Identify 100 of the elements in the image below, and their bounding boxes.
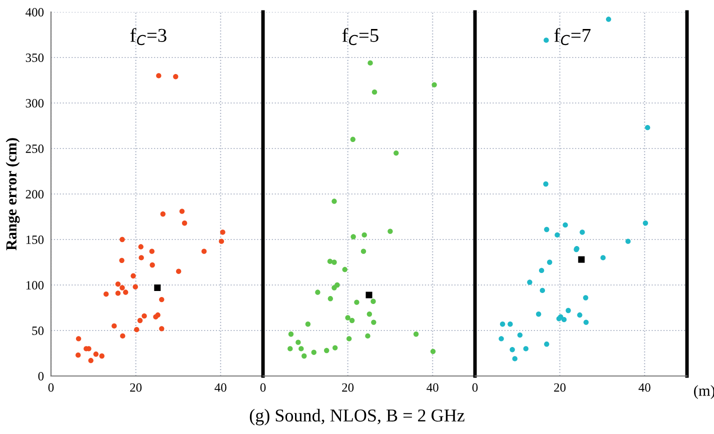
- text: f$_{C}$=7: [554, 28, 591, 46]
- point: [538, 268, 544, 274]
- point: [288, 346, 293, 352]
- point: [577, 312, 582, 318]
- point: [342, 266, 348, 272]
- point: [120, 285, 125, 290]
- point: [498, 336, 504, 342]
- point: [350, 234, 356, 240]
- point: [566, 308, 571, 314]
- point: [142, 313, 147, 319]
- point: [298, 346, 304, 352]
- point: [354, 300, 360, 305]
- y-tick-label: 50: [32, 326, 44, 335]
- point: [160, 211, 166, 217]
- point: [332, 345, 338, 350]
- point: [315, 290, 320, 295]
- point: [123, 290, 128, 295]
- y-tick-label: 350: [26, 54, 44, 62]
- x-tick-label: 20: [342, 383, 354, 392]
- point: [430, 348, 436, 354]
- point: [370, 298, 376, 304]
- point: [130, 273, 136, 278]
- point: [137, 318, 143, 324]
- point: [362, 232, 367, 238]
- point: [328, 296, 334, 302]
- point: [176, 268, 182, 274]
- x-tick-label: 40: [426, 383, 438, 392]
- point: [365, 333, 370, 339]
- point: [394, 150, 399, 156]
- point: [150, 262, 155, 268]
- point: [432, 82, 437, 88]
- point: [288, 332, 294, 337]
- point: [119, 258, 124, 264]
- point: [544, 226, 550, 232]
- point: [554, 232, 560, 238]
- y-tick-label: 250: [26, 144, 44, 153]
- point: [510, 347, 515, 352]
- point: [578, 256, 585, 263]
- point: [345, 315, 350, 320]
- x-tick-label: 40: [214, 383, 226, 392]
- point: [644, 124, 650, 130]
- point: [296, 340, 301, 345]
- point: [512, 356, 518, 362]
- point: [104, 292, 109, 297]
- point: [360, 248, 366, 254]
- point: [138, 244, 144, 250]
- point: [115, 281, 121, 287]
- y-tick-label: 100: [26, 281, 44, 290]
- point: [76, 352, 81, 358]
- y-tick-label: 150: [26, 236, 44, 244]
- point: [159, 326, 164, 332]
- point: [600, 255, 606, 260]
- point: [93, 352, 99, 357]
- point: [413, 332, 419, 337]
- point: [540, 288, 546, 294]
- x-tick-label: 0: [260, 383, 266, 392]
- point: [368, 60, 373, 66]
- point: [536, 312, 542, 317]
- point: [544, 342, 550, 347]
- point: [508, 322, 513, 327]
- point: [159, 296, 164, 302]
- point: [332, 285, 337, 290]
- point: [543, 181, 548, 187]
- point: [115, 290, 121, 296]
- point: [138, 255, 144, 260]
- text: f$_{C}$=3: [130, 28, 166, 46]
- point: [179, 208, 185, 214]
- x-tick-label: 0: [472, 383, 478, 392]
- point: [88, 358, 94, 364]
- y-tick-label: 400: [26, 8, 44, 16]
- y-axis-title: Range error (cm): [6, 138, 20, 250]
- x-tick-label: 20: [554, 383, 566, 392]
- point: [350, 136, 356, 142]
- point: [580, 230, 585, 235]
- point: [324, 348, 330, 354]
- x-tick-label: 20: [130, 383, 142, 392]
- point: [156, 73, 162, 78]
- point: [132, 284, 138, 290]
- point: [523, 346, 528, 352]
- point: [76, 336, 82, 342]
- point: [500, 322, 506, 327]
- point: [583, 295, 588, 300]
- point: [154, 284, 161, 291]
- point: [218, 238, 224, 244]
- point: [332, 198, 337, 204]
- point: [332, 260, 337, 265]
- point: [173, 74, 178, 80]
- point: [112, 323, 117, 329]
- point: [134, 326, 140, 332]
- point: [547, 260, 552, 265]
- point: [149, 248, 155, 254]
- point: [120, 333, 126, 339]
- point: [305, 322, 311, 327]
- point: [517, 332, 523, 338]
- point: [583, 320, 589, 325]
- x-tick-label: 0: [48, 383, 54, 392]
- point: [349, 318, 355, 324]
- point: [120, 236, 125, 242]
- point: [366, 312, 372, 317]
- point: [99, 353, 104, 359]
